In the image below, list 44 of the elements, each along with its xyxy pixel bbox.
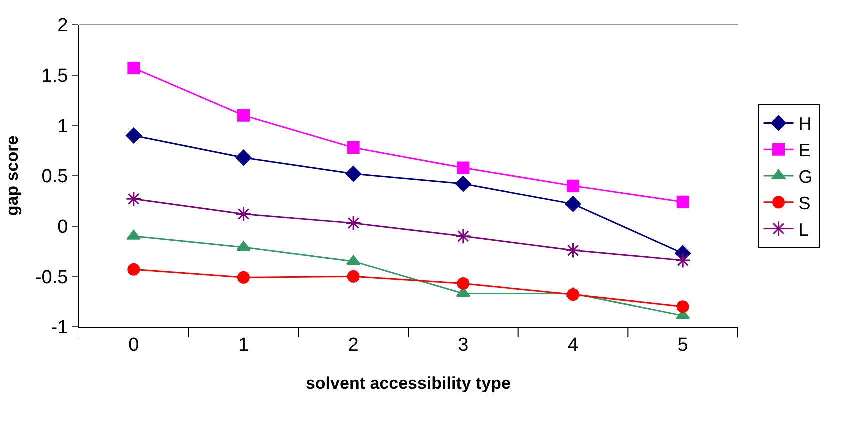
point <box>128 263 140 276</box>
point <box>238 109 250 122</box>
point <box>346 166 362 182</box>
x-tick-label: 0 <box>128 334 140 356</box>
x-axis-title: solvent accessibility type <box>306 374 512 394</box>
x-tick-label: 3 <box>458 334 469 356</box>
x-tick-label: 4 <box>568 334 579 356</box>
point <box>128 62 140 75</box>
point <box>565 242 582 258</box>
x-tick-label: 5 <box>678 334 688 356</box>
point <box>126 128 142 144</box>
y-tick-label: 0 <box>58 216 68 238</box>
point <box>675 252 692 269</box>
point <box>676 300 690 314</box>
legend-label: L <box>798 220 809 240</box>
point <box>126 191 142 208</box>
legend-label: E <box>798 140 811 161</box>
point <box>236 206 252 222</box>
legend-label: H <box>798 114 812 134</box>
point <box>347 270 360 283</box>
x-tick-label: 2 <box>348 334 359 356</box>
point <box>456 176 472 192</box>
y-tick-label: -0.5 <box>35 267 68 288</box>
y-tick-label: 0.5 <box>42 166 68 188</box>
y-tick-label: -1 <box>51 318 68 339</box>
point <box>455 228 472 244</box>
point <box>346 215 362 232</box>
point <box>346 255 361 266</box>
point <box>236 150 252 166</box>
point <box>347 142 360 154</box>
point <box>565 196 582 212</box>
x-tick-label: 1 <box>238 334 250 356</box>
y-tick-label: 2 <box>58 16 68 37</box>
point <box>567 180 580 192</box>
point <box>238 271 250 284</box>
point <box>457 277 470 290</box>
point <box>676 196 690 208</box>
point <box>457 162 470 174</box>
y-axis-title: gap score <box>3 136 22 216</box>
y-tick-label: 1.5 <box>42 66 68 87</box>
legend-label: G <box>798 167 813 188</box>
y-tick-label: 1 <box>58 116 68 138</box>
legend-label: S <box>798 193 811 214</box>
point <box>567 288 580 302</box>
